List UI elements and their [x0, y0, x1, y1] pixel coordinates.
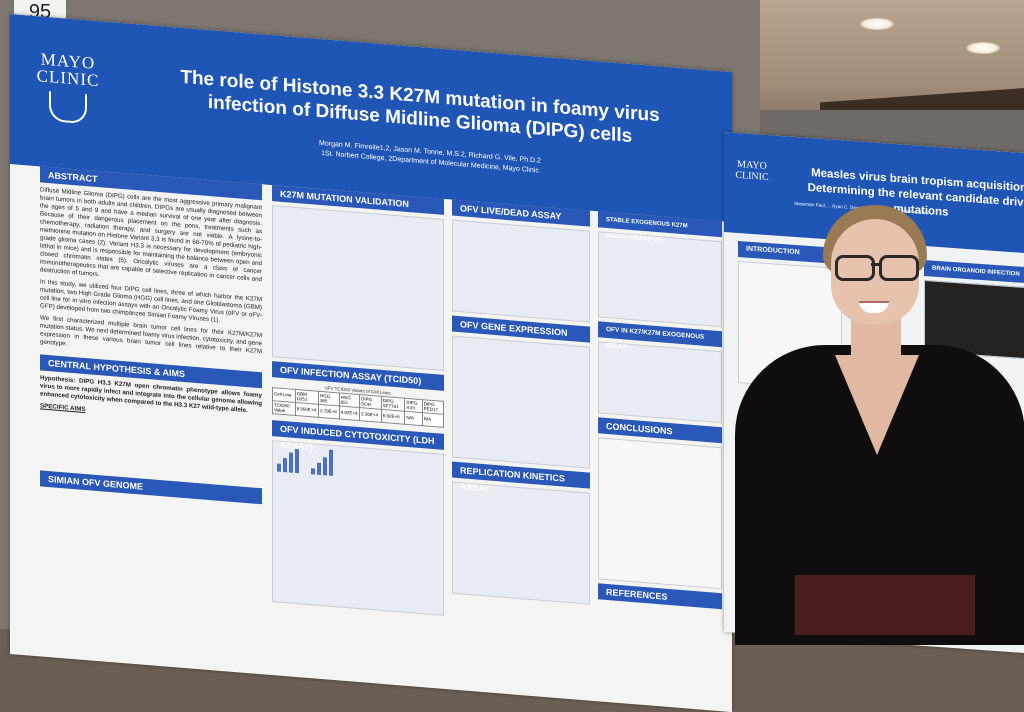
- column-left: ABSTRACT Diffuse Midline Glioma (DIPG) c…: [40, 166, 262, 508]
- column-right: STABLE EXOGENOUS K27M OVEREXPRESSION OFV…: [598, 211, 722, 613]
- section-simian-genome: SIMIAN OFV GENOME: [40, 470, 262, 505]
- ldh-figure: [272, 439, 444, 616]
- table-cell: TCID50 Value: [272, 400, 296, 415]
- abstract-paragraph: Diffuse Midline Glioma (DIPG) cells are …: [40, 186, 262, 284]
- k27m-figure: [272, 205, 444, 371]
- table-cell: 4.92E+4: [339, 405, 360, 421]
- table-cell: 8.950E+4: [295, 401, 319, 417]
- neck: [851, 317, 901, 367]
- mayo-clinic-logo-small: MAYO CLINIC: [735, 158, 769, 184]
- presenter: [735, 205, 1024, 645]
- poster-authors: Morgan M. Fimreite1,2, Jason M. Tonne, M…: [270, 135, 590, 181]
- gene-expression-figure: [452, 335, 590, 469]
- column-center-left: K27M MUTATION VALIDATION OFV INFECTION A…: [272, 185, 444, 619]
- mayo-clinic-logo: MAYO CLINIC: [28, 49, 108, 125]
- logo-text: MAYO CLINIC: [36, 49, 100, 91]
- table-cell: 2.36E+4: [359, 407, 382, 422]
- table-cell: 6.92E+6: [381, 408, 405, 424]
- neckline: [835, 355, 919, 455]
- table-cell: N/A: [422, 412, 444, 427]
- table-cell: 2.79E+6: [318, 403, 340, 419]
- main-poster: MAYO CLINIC The role of Histone 3.3 K27M…: [10, 14, 732, 712]
- column-center-right: OFV LIVE/DEAD ASSAY OFV GENE EXPRESSION …: [452, 199, 590, 609]
- ceiling-light: [860, 18, 894, 30]
- table-cell: N/A: [404, 410, 423, 426]
- shield-icon: [49, 91, 87, 125]
- replication-figure: [452, 481, 590, 605]
- skirt: [795, 575, 975, 635]
- live-dead-figure: [452, 219, 590, 323]
- glasses-icon: [835, 255, 919, 281]
- smile: [859, 301, 889, 313]
- abstract-text: Diffuse Midline Glioma (DIPG) cells are …: [40, 186, 262, 364]
- poster-title: The role of Histone 3.3 K27M mutation in…: [180, 66, 660, 148]
- conclusions-text: [598, 437, 722, 590]
- ceiling-light: [966, 42, 1000, 54]
